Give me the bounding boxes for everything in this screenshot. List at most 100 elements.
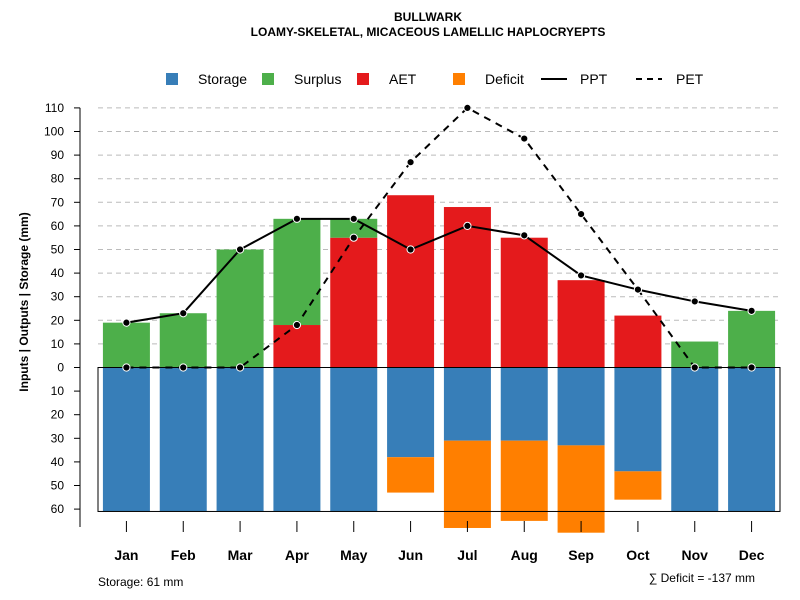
y-tick-label: 20 (51, 313, 65, 327)
ppt-point (122, 318, 131, 327)
ppt-point (690, 297, 699, 306)
aet-bar (500, 237, 548, 368)
month-label: Sep (568, 547, 594, 563)
month-label: Dec (739, 547, 765, 563)
pet-line (126, 106, 752, 369)
storage-bar (159, 367, 207, 512)
month-label: Jan (114, 547, 138, 563)
storage-bar (102, 367, 150, 512)
ppt-point (349, 214, 358, 223)
y-tick-label: 60 (51, 219, 65, 233)
storage-bar (500, 367, 548, 441)
storage-bar (443, 367, 491, 441)
ppt-point (235, 245, 245, 254)
grid-lines (98, 107, 780, 345)
storage-bar (557, 367, 605, 446)
storage-bar (216, 367, 264, 512)
pet-point (235, 363, 245, 372)
surplus-bar (159, 313, 207, 368)
storage-bar (728, 367, 776, 512)
month-label: Feb (171, 547, 196, 563)
month-label: Mar (228, 547, 253, 563)
legend-aet-swatch (357, 73, 369, 85)
surplus-bar (728, 310, 776, 368)
storage-bar (330, 367, 378, 512)
storage-bar (614, 367, 662, 472)
storage-note: Storage: 61 mm (98, 575, 183, 589)
pet-point (520, 134, 529, 143)
legend-aet-label: AET (389, 71, 417, 87)
aet-bar (330, 237, 378, 368)
aet-bar (443, 207, 491, 368)
y-tick-label: 100 (44, 125, 64, 139)
y-tick-label: 60 (51, 502, 65, 516)
legend: Storage Surplus AET Deficit PPT PET (166, 71, 704, 87)
pet-point (179, 363, 188, 372)
y-tick-label: 10 (51, 384, 65, 398)
pet-point (747, 363, 756, 372)
ppt-point (576, 271, 586, 280)
y-tick-label: 70 (51, 195, 65, 209)
y-tick-label: 50 (51, 243, 65, 257)
month-label: Jun (398, 547, 423, 563)
y-tick-label: 0 (57, 361, 64, 375)
month-label: Apr (285, 547, 310, 563)
month-label: Nov (682, 547, 709, 563)
deficit-note: ∑ Deficit = -137 mm (649, 571, 755, 585)
pet-point (292, 320, 302, 330)
deficit-bar (500, 440, 548, 521)
ppt-point (520, 231, 529, 240)
pet-point (633, 285, 643, 294)
x-axis: Jan Feb Mar Apr May Jun Jul Aug Sep Oct Nov Dec (114, 521, 765, 563)
surplus-bar (216, 249, 264, 368)
surplus-bar (102, 322, 150, 368)
pet-point (122, 363, 131, 372)
surplus-bar (330, 218, 378, 238)
ppt-point (292, 214, 302, 223)
pet-point (690, 363, 699, 372)
series-lines (122, 103, 756, 372)
chart-title: BULLWARK (394, 10, 462, 24)
legend-deficit-swatch (453, 73, 465, 85)
ppt-point (747, 306, 756, 315)
legend-surplus-label: Surplus (294, 71, 341, 87)
ppt-point (179, 309, 188, 318)
aet-bar (614, 315, 662, 368)
y-tick-label: 30 (51, 431, 65, 445)
pet-point (406, 158, 415, 167)
ppt-point (463, 221, 472, 230)
deficit-bar (443, 440, 491, 528)
y-tick-label: 40 (51, 266, 65, 280)
y-tick-label: 40 (51, 455, 65, 469)
frame (97, 367, 781, 512)
y-tick-label: 110 (45, 101, 64, 115)
deficit-bar (614, 471, 662, 500)
legend-storage-swatch (166, 73, 178, 85)
y-axis-label: Inputs | Outputs | Storage (mm) (17, 212, 31, 391)
legend-pet-label: PET (676, 71, 704, 87)
surplus-bar (273, 218, 321, 326)
y-tick-label: 50 (51, 479, 65, 493)
bars (102, 195, 776, 533)
month-label: Oct (626, 547, 650, 563)
legend-ppt-label: PPT (580, 71, 608, 87)
pet-point (463, 103, 472, 113)
deficit-bar (557, 445, 605, 533)
legend-storage-label: Storage (198, 71, 247, 87)
y-tick-label: 90 (51, 148, 65, 162)
chart-subtitle: LOAMY-SKELETAL, MICACEOUS LAMELLIC HAPLO… (251, 25, 606, 39)
aet-bar (557, 280, 605, 368)
storage-bar (273, 367, 321, 512)
month-label: Aug (511, 547, 538, 563)
legend-surplus-swatch (262, 73, 274, 85)
ppt-line (126, 217, 752, 324)
storage-bar (671, 367, 719, 512)
y-tick-label: 20 (51, 408, 65, 422)
ppt-point (406, 245, 415, 254)
legend-deficit-label: Deficit (485, 71, 524, 87)
pet-point (576, 210, 586, 219)
y-tick-label: 80 (51, 172, 65, 186)
y-tick-label: 30 (51, 290, 65, 304)
